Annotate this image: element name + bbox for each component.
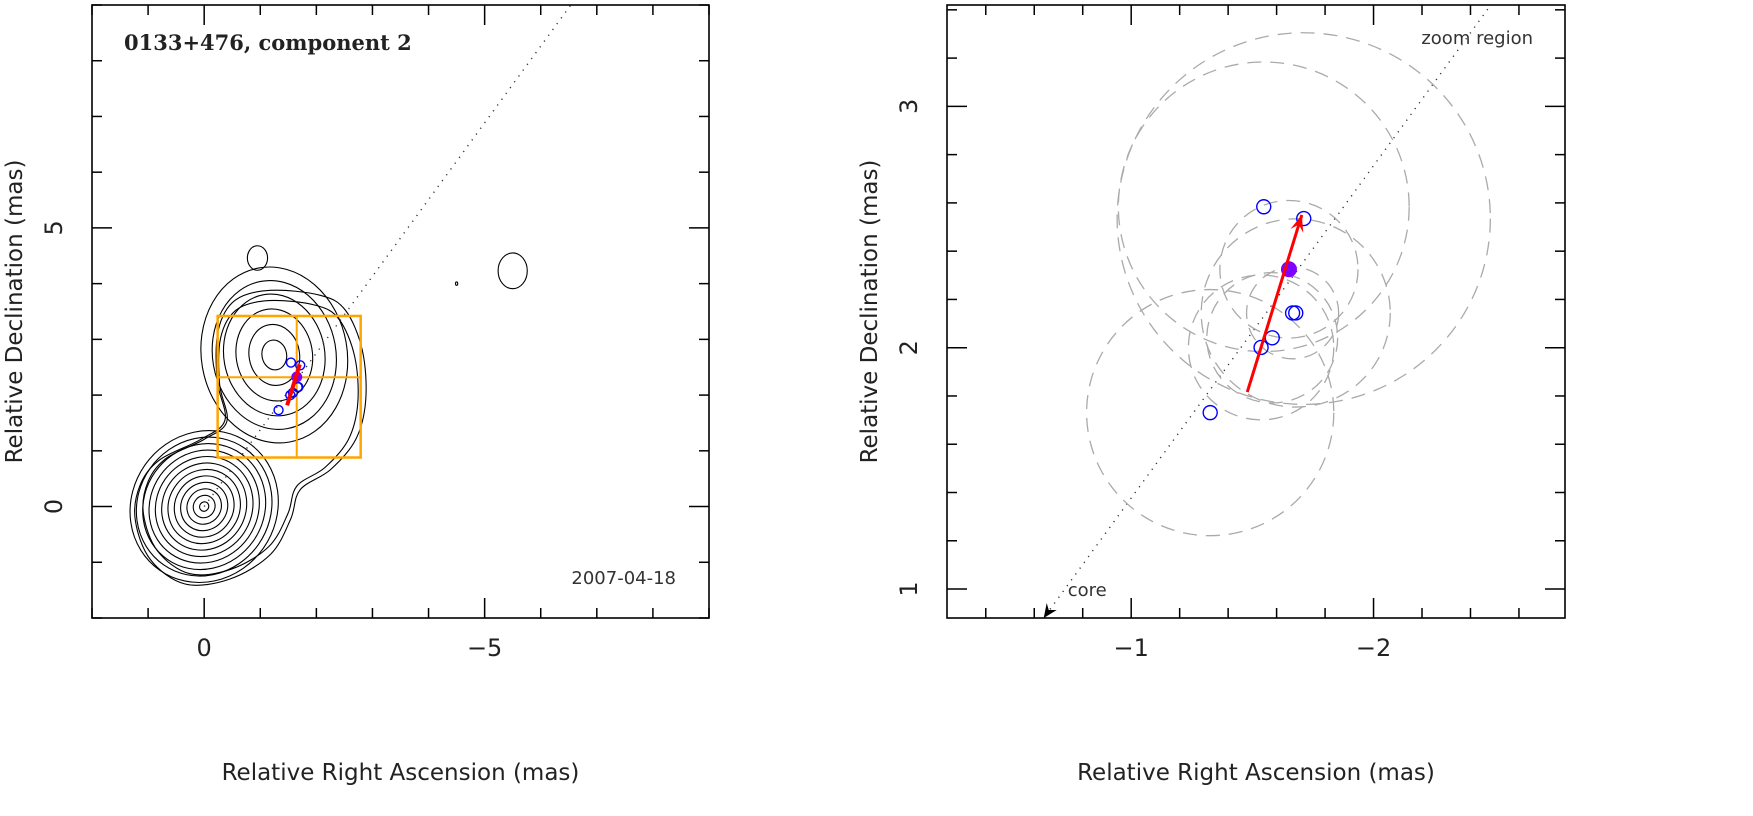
- position-marker: [295, 360, 306, 371]
- velocity-arrow: [285, 363, 302, 406]
- x-axis-label: Relative Right Ascension (mas): [222, 760, 580, 786]
- core-contour: [142, 443, 267, 571]
- position-marker: [1296, 210, 1312, 227]
- component-contour: [248, 323, 301, 386]
- zoom-region-label: zoom region: [1421, 28, 1533, 49]
- core-contour: [135, 436, 273, 577]
- core-contour: [154, 455, 254, 558]
- component-contour: [200, 266, 349, 444]
- error-circle: [1200, 218, 1391, 408]
- x-tick-label: −1: [1113, 634, 1148, 662]
- x-tick-label: −2: [1356, 634, 1391, 662]
- y-tick-label: 5: [40, 220, 68, 235]
- core-direction-arrow: [1043, 603, 1057, 618]
- position-marker: [1202, 404, 1218, 421]
- ridge-line: [1042, 5, 1492, 618]
- right-panel: −1 −2 1 2 3 Relative Right Ascension (mas) Rel…: [857, 4, 1566, 786]
- plot-frame: [946, 4, 1566, 619]
- core-contour: [199, 501, 210, 512]
- core-contour: [148, 449, 260, 564]
- ridge-line: [203, 5, 572, 507]
- position-marker: [1256, 199, 1272, 215]
- core-contour: [180, 481, 229, 532]
- error-circle: [1219, 199, 1359, 339]
- position-marker: [1253, 339, 1269, 356]
- y-tick-label: 1: [895, 581, 923, 596]
- core-label: core: [1068, 580, 1107, 601]
- position-marker: [1288, 305, 1304, 321]
- epoch-label: 2007-04-18: [571, 568, 676, 589]
- isolated-contour: [454, 281, 459, 286]
- y-axis-label: Relative Declination (mas): [2, 160, 28, 464]
- core-contour: [161, 462, 248, 551]
- plot-area: [129, 5, 572, 586]
- velocity-arrow: [1245, 214, 1304, 393]
- plot-frame: [91, 4, 710, 619]
- y-axis-label: Relative Declination (mas): [857, 160, 883, 464]
- component-contour: [261, 339, 288, 371]
- plot-area: [1042, 5, 1492, 618]
- y-tick-label: 0: [40, 499, 68, 514]
- core-contour: [129, 430, 279, 584]
- core-contour: [186, 488, 222, 525]
- envelope-contour: [134, 289, 367, 586]
- plot-title: 0133+476, component 2: [124, 30, 412, 55]
- error-circle: [1117, 61, 1410, 353]
- y-tick-label: 3: [895, 99, 923, 114]
- error-circle: [1085, 288, 1335, 537]
- component-contour: [211, 279, 337, 430]
- x-tick-label: 0: [197, 634, 212, 662]
- core-contour: [167, 468, 241, 545]
- error-circle: [1187, 274, 1335, 421]
- position-marker: [1284, 305, 1301, 321]
- core-contour: [192, 494, 216, 519]
- x-axis-label: Relative Right Ascension (mas): [1077, 760, 1435, 786]
- position-marker: [273, 404, 284, 416]
- left-panel: 0 −5 0 5 Relative Right Ascension (mas) Relat…: [2, 4, 710, 786]
- x-tick-label: −5: [467, 634, 502, 662]
- y-tick-label: 2: [895, 340, 923, 355]
- component-contour: [222, 293, 326, 417]
- position-marker: [285, 357, 297, 368]
- component-contour: [235, 308, 314, 402]
- error-circle: [1116, 32, 1492, 406]
- error-circle: [1206, 271, 1339, 404]
- isolated-contour: [497, 252, 528, 290]
- position-marker: [1264, 330, 1280, 346]
- zoom-box: [216, 314, 362, 459]
- isolated-contour: [246, 245, 269, 271]
- core-contour: [173, 475, 235, 538]
- arrow-head: [1290, 214, 1304, 233]
